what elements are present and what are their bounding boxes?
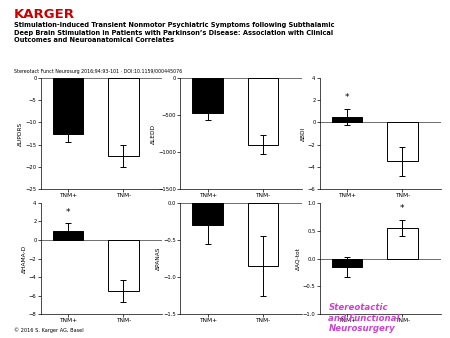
- Text: © 2016 S. Karger AG, Basel: © 2016 S. Karger AG, Basel: [14, 327, 83, 333]
- Bar: [332, 117, 362, 122]
- Text: *: *: [66, 208, 70, 217]
- Text: *: *: [400, 204, 405, 213]
- Text: Stimulation-Induced Transient Nonmotor Psychiatric Symptoms following Subthalami: Stimulation-Induced Transient Nonmotor P…: [14, 22, 334, 44]
- Y-axis label: ΔBDI: ΔBDI: [301, 126, 306, 141]
- Text: KARGER: KARGER: [14, 8, 75, 21]
- Y-axis label: ΔLEDD: ΔLEDD: [151, 123, 156, 144]
- Bar: [53, 231, 83, 240]
- Bar: [108, 78, 139, 156]
- Text: Stereotactic
and Functional
Neurosurgery: Stereotactic and Functional Neurosurgery: [328, 303, 400, 333]
- Y-axis label: ΔHAMA-D: ΔHAMA-D: [22, 244, 27, 273]
- Bar: [193, 78, 223, 114]
- Bar: [248, 78, 278, 145]
- Bar: [332, 259, 362, 267]
- Bar: [248, 203, 278, 266]
- Y-axis label: ΔAQ-tot: ΔAQ-tot: [296, 247, 301, 270]
- Bar: [387, 228, 418, 259]
- Bar: [193, 203, 223, 225]
- Bar: [108, 240, 139, 291]
- Bar: [387, 122, 418, 161]
- Y-axis label: ΔPANAS: ΔPANAS: [156, 247, 161, 270]
- Text: c: c: [269, 214, 274, 224]
- Bar: [53, 78, 83, 134]
- Text: *: *: [345, 93, 349, 102]
- Y-axis label: ΔUPDRS: ΔUPDRS: [18, 121, 23, 146]
- Text: Stereotact Funct Neurosurg 2016;94:93-101 · DOI:10.1159/000445076: Stereotact Funct Neurosurg 2016;94:93-10…: [14, 69, 182, 74]
- Text: b: b: [129, 214, 136, 224]
